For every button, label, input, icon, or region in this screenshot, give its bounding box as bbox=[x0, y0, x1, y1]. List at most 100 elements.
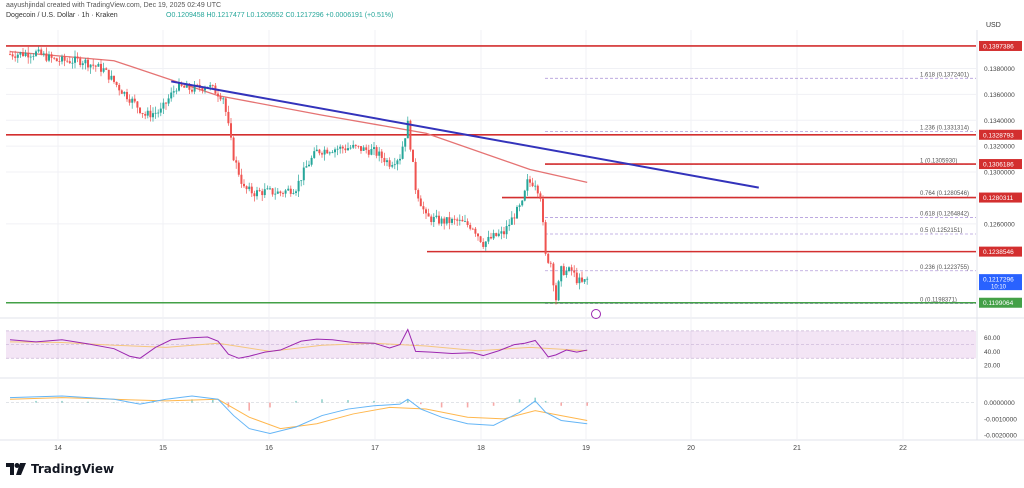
candle-body bbox=[464, 221, 466, 223]
candle-body bbox=[107, 69, 110, 80]
candle-body bbox=[534, 185, 537, 187]
candle-body bbox=[586, 278, 589, 280]
candle-body bbox=[482, 241, 485, 247]
macd-histogram-bar bbox=[586, 402, 588, 406]
candle-body bbox=[479, 236, 482, 242]
candle-body bbox=[191, 89, 193, 92]
candle-body bbox=[263, 189, 266, 196]
candle-body bbox=[305, 166, 308, 168]
candle-body bbox=[581, 277, 583, 282]
candle-body bbox=[110, 75, 113, 80]
candle-body bbox=[178, 82, 180, 91]
candle-body bbox=[318, 149, 321, 154]
candle-body bbox=[544, 222, 547, 254]
candle-body bbox=[393, 164, 396, 166]
candle-body bbox=[165, 102, 167, 104]
candle-body bbox=[89, 64, 92, 68]
current-price-label: 0.1217296 bbox=[983, 277, 1014, 284]
candle-body bbox=[45, 53, 48, 61]
candle-body bbox=[484, 241, 487, 247]
macd-histogram-bar bbox=[544, 400, 547, 403]
candle-body bbox=[360, 146, 362, 151]
fib-level-label: 1.236 (0.1331314) bbox=[920, 126, 969, 132]
candle-body bbox=[328, 152, 331, 154]
candle-body bbox=[425, 209, 427, 214]
candle-body bbox=[40, 49, 43, 55]
candle-body bbox=[417, 190, 420, 199]
candle-body bbox=[120, 90, 123, 94]
candle-body bbox=[339, 146, 342, 149]
candle-body bbox=[61, 56, 63, 62]
fib-level-label: 0.5 (0.1252151) bbox=[920, 228, 962, 234]
price-tick-label: 0.1300000 bbox=[984, 170, 1015, 177]
candle-body bbox=[471, 228, 474, 230]
candle-body bbox=[71, 62, 74, 64]
candle-body bbox=[14, 56, 17, 58]
candle-body bbox=[16, 54, 19, 58]
candle-body bbox=[102, 68, 105, 72]
candle-body bbox=[136, 101, 139, 108]
rsi-tick-label: 60.00 bbox=[984, 335, 1001, 342]
level-price-label: 0.1328793 bbox=[983, 132, 1014, 139]
candle-body bbox=[152, 113, 154, 118]
candle-body bbox=[222, 98, 225, 100]
candle-body bbox=[315, 149, 318, 152]
candle-body bbox=[347, 148, 349, 151]
rsi-tick-label: 40.00 bbox=[984, 349, 1001, 356]
candle-body bbox=[219, 96, 222, 100]
candle-body bbox=[245, 186, 248, 190]
current-price-box bbox=[979, 274, 1022, 291]
macd-histogram-bar bbox=[35, 400, 37, 403]
candle-body bbox=[24, 52, 27, 56]
macd-histogram-bar bbox=[373, 400, 375, 403]
candle-body bbox=[386, 160, 388, 163]
candle-body bbox=[341, 146, 344, 149]
candle-body bbox=[568, 267, 570, 272]
candle-body bbox=[126, 91, 128, 100]
candle-body bbox=[492, 233, 495, 239]
candle-body bbox=[321, 153, 323, 155]
x-tick-label: 18 bbox=[477, 445, 485, 452]
macd-histogram-bar bbox=[560, 402, 562, 406]
candle-body bbox=[237, 162, 240, 175]
tradingview-logo[interactable]: TradingView bbox=[6, 462, 114, 476]
candle-body bbox=[367, 149, 370, 155]
sma-line bbox=[9, 51, 588, 184]
candle-body bbox=[19, 52, 22, 55]
macd-line bbox=[9, 395, 588, 435]
candle-body bbox=[370, 149, 373, 155]
candle-body bbox=[248, 186, 251, 190]
alert-marker-icon bbox=[591, 309, 601, 319]
candle-body bbox=[477, 233, 479, 237]
candle-body bbox=[573, 270, 576, 273]
candle-body bbox=[435, 215, 438, 217]
candle-body bbox=[250, 186, 253, 194]
candle-body bbox=[510, 217, 513, 225]
candle-body bbox=[555, 285, 557, 301]
candle-body bbox=[375, 147, 378, 156]
macd-histogram-bar bbox=[61, 400, 63, 403]
price-tick-label: 0.1260000 bbox=[984, 221, 1015, 228]
candle-body bbox=[157, 112, 160, 114]
candle-body bbox=[575, 272, 578, 284]
candle-body bbox=[284, 190, 287, 194]
price-tick-label: 0.1320000 bbox=[984, 144, 1015, 151]
candle-body bbox=[547, 253, 550, 263]
fib-level-label: 0.618 (0.1264842) bbox=[920, 212, 969, 218]
candle-body bbox=[453, 218, 456, 220]
candle-body bbox=[81, 63, 84, 66]
candle-body bbox=[495, 233, 498, 236]
price-label-box bbox=[979, 129, 1022, 140]
candle-body bbox=[445, 217, 448, 224]
candle-body bbox=[154, 112, 157, 114]
candle-body bbox=[383, 157, 386, 163]
level-price-label: 0.1238546 bbox=[983, 249, 1014, 256]
macd-histogram-bar bbox=[399, 401, 401, 403]
candle-body bbox=[313, 151, 316, 158]
price-tick-label: 0.1360000 bbox=[984, 92, 1015, 99]
candle-body bbox=[497, 233, 500, 236]
candle-body bbox=[526, 179, 529, 191]
candle-body bbox=[404, 138, 407, 147]
candle-body bbox=[279, 191, 282, 194]
